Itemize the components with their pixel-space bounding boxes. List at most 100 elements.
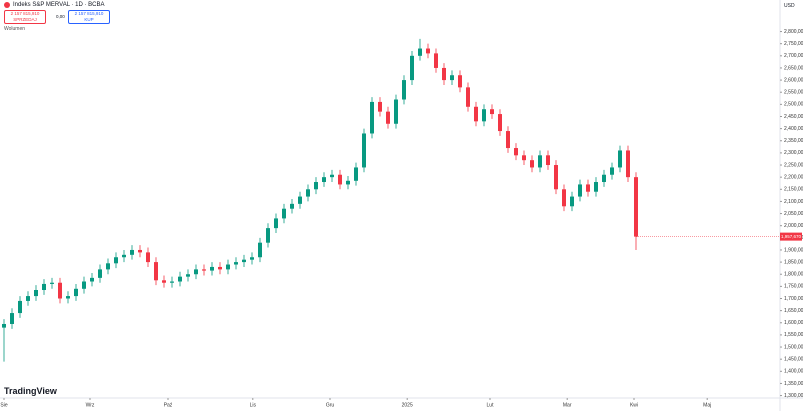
candle-body xyxy=(82,281,86,289)
candle-body xyxy=(146,252,150,263)
candle-body xyxy=(570,196,574,207)
candle-body xyxy=(434,53,438,68)
candle-body xyxy=(274,218,278,229)
candle-body xyxy=(370,101,374,134)
sell-label: SPRZEDAJ xyxy=(13,17,37,22)
candle-body xyxy=(122,254,126,258)
last-price-label: 1,957,670 xyxy=(781,234,802,239)
candle-body xyxy=(554,165,558,190)
candle-body xyxy=(498,114,502,132)
candle-body xyxy=(394,99,398,124)
y-tick-label: 1,500,000 xyxy=(784,344,803,350)
candle-body xyxy=(586,184,590,192)
buy-price: 2 157 815,910 xyxy=(74,11,104,16)
x-tick-label: Wrz xyxy=(86,402,95,408)
sell-price: 2 157 815,910 xyxy=(10,11,40,16)
y-tick-label: 1,800,000 xyxy=(784,272,803,278)
candle-body xyxy=(170,281,174,283)
candle-body xyxy=(226,264,230,270)
candle-body xyxy=(426,48,430,54)
y-tick-label: 2,350,000 xyxy=(784,138,803,144)
candle-body xyxy=(154,262,158,281)
x-tick-label: Sie xyxy=(0,402,7,408)
y-tick-label: 1,900,000 xyxy=(784,247,803,253)
candle-body xyxy=(298,196,302,204)
y-tick-label: 1,450,000 xyxy=(784,356,803,362)
candle-body xyxy=(354,167,358,181)
candle-body xyxy=(634,177,638,237)
candle-body xyxy=(514,148,518,156)
y-tick-label: 1,650,000 xyxy=(784,308,803,314)
currency: USD xyxy=(784,3,795,9)
y-tick-label: 1,350,000 xyxy=(784,381,803,387)
y-tick-label: 1,300,000 xyxy=(784,393,803,399)
y-tick-label: 2,600,000 xyxy=(784,77,803,83)
candle-body xyxy=(418,48,422,56)
candle-body xyxy=(562,189,566,207)
x-tick-label: Kwi xyxy=(630,402,638,408)
candle-body xyxy=(50,282,54,284)
y-tick-label: 2,150,000 xyxy=(784,187,803,193)
candle-body xyxy=(346,180,350,185)
candle-body xyxy=(322,177,326,183)
candle-body xyxy=(506,131,510,149)
candle-body xyxy=(242,259,246,263)
candle-body xyxy=(482,109,486,122)
y-tick-label: 2,250,000 xyxy=(784,162,803,168)
candle-body xyxy=(106,263,110,270)
candle-body xyxy=(330,174,334,178)
candle-body xyxy=(402,80,406,100)
brand-logo: TradingView xyxy=(4,386,57,396)
x-tick-label: Gru xyxy=(326,402,335,408)
y-tick-label: 2,100,000 xyxy=(784,199,803,205)
candle-body xyxy=(186,274,190,277)
candle-body xyxy=(458,75,462,88)
y-tick-label: 1,400,000 xyxy=(784,369,803,375)
buy-label: KUP xyxy=(84,17,94,22)
candle-body xyxy=(626,150,630,178)
candle-body xyxy=(234,262,238,265)
candle-body xyxy=(546,155,550,166)
y-tick-label: 2,050,000 xyxy=(784,211,803,217)
candle-body xyxy=(130,249,134,255)
symbol-row: Indeks S&P MERVAL · 1D · BCBA xyxy=(4,2,104,8)
candle-body xyxy=(90,277,94,282)
spread: 0,00 xyxy=(56,14,65,19)
candle-body xyxy=(594,182,598,192)
candle-body xyxy=(114,257,118,264)
y-tick-label: 2,750,000 xyxy=(784,41,803,47)
candle-body xyxy=(338,174,342,185)
candle-body xyxy=(362,133,366,168)
candle-body xyxy=(538,155,542,168)
candle-body xyxy=(314,182,318,190)
last-price-tag xyxy=(780,232,802,241)
candle-body xyxy=(522,155,526,161)
candle-body xyxy=(10,313,14,324)
candle-body xyxy=(42,283,46,291)
candle-body xyxy=(578,184,582,197)
y-tick-label: 1,750,000 xyxy=(784,284,803,290)
y-tick-label: 2,550,000 xyxy=(784,90,803,96)
candle-body xyxy=(450,75,454,81)
candle-body xyxy=(258,242,262,258)
buy-button[interactable]: 2 157 815,910 KUP xyxy=(68,10,110,24)
candle-body xyxy=(194,269,198,275)
candle-body xyxy=(466,87,470,107)
candle-body xyxy=(378,101,382,112)
candle-body xyxy=(602,174,606,183)
x-tick-label: Lut xyxy=(487,402,495,408)
y-tick-label: 2,300,000 xyxy=(784,150,803,156)
candle-body xyxy=(66,296,70,299)
symbol[interactable]: Indeks S&P MERVAL · 1D · BCBA xyxy=(13,2,105,8)
candle-body xyxy=(290,203,294,209)
symbol-icon xyxy=(4,2,10,8)
sell-button[interactable]: 2 157 815,910 SPRZEDAJ xyxy=(4,10,46,24)
candle-body xyxy=(18,300,22,314)
candle-body xyxy=(58,282,62,299)
y-tick-label: 2,650,000 xyxy=(784,65,803,71)
volume-label[interactable]: Wolumen xyxy=(4,26,26,32)
candle-body xyxy=(34,290,38,297)
y-tick-label: 2,000,000 xyxy=(784,223,803,229)
